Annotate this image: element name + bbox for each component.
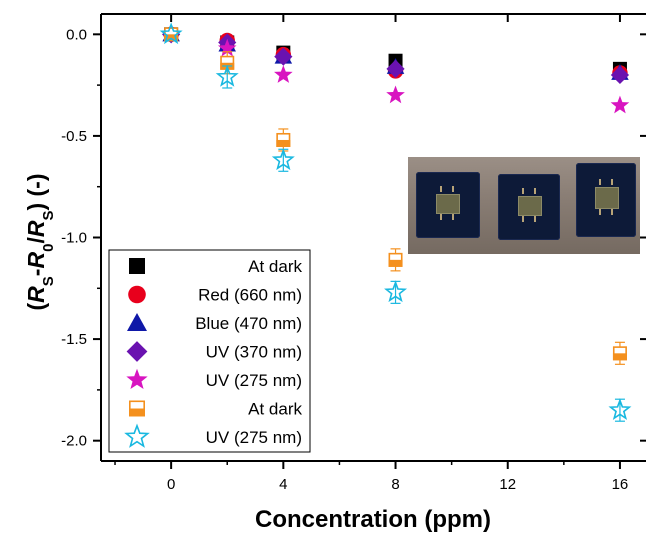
- data-point: [217, 38, 237, 57]
- legend-marker: [126, 368, 148, 390]
- data-point: [610, 65, 630, 85]
- legend-label: At dark: [248, 257, 302, 276]
- data-point: [386, 59, 405, 78]
- y-tick-label: -1.0: [61, 230, 87, 247]
- data-point: [608, 398, 632, 420]
- y-tick-label: -0.5: [61, 128, 87, 145]
- device-photo: [408, 157, 640, 254]
- data-point: [384, 280, 408, 303]
- sensor-chip: [576, 163, 636, 237]
- legend-label: Blue (470 nm): [195, 314, 302, 333]
- legend-marker: [129, 258, 145, 274]
- data-point: [610, 95, 630, 114]
- legend-label: UV (275 nm): [206, 371, 302, 390]
- legend-marker: [127, 313, 147, 331]
- legend-marker: [128, 285, 146, 304]
- x-tick-label: 16: [612, 476, 629, 493]
- data-point: [274, 47, 293, 66]
- data-point: [271, 148, 295, 171]
- x-tick-label: 12: [499, 476, 516, 493]
- legend-marker: [126, 341, 148, 362]
- x-tick-label: 8: [391, 476, 399, 493]
- legend-label: At dark: [248, 400, 302, 419]
- data-point: [215, 64, 239, 87]
- data-point: [159, 22, 183, 45]
- legend-box: [108, 249, 311, 453]
- y-tick-label: 0.0: [66, 26, 87, 43]
- data-point: [612, 346, 627, 361]
- data-points: [159, 22, 632, 422]
- axis-ticks: 0 4 8 12 16 0.0 -0.5 -1.0 -1.5 -2.0: [61, 14, 646, 493]
- legend-marker: [129, 400, 146, 417]
- legend-label: Red (660 nm): [198, 286, 302, 305]
- data-point: [388, 252, 403, 267]
- x-tick-label: 0: [167, 476, 175, 493]
- legend: At dark Red (660 nm) Blue (470 nm) UV (370 …: [108, 249, 311, 453]
- x-tick-label: 4: [279, 476, 287, 493]
- data-point: [276, 132, 291, 147]
- sensor-chip: [498, 174, 560, 240]
- sensor-chip: [416, 172, 480, 238]
- legend-marker: [124, 423, 150, 448]
- data-point: [274, 65, 293, 83]
- y-axis-label: (RS-R0/RS) (-): [23, 173, 57, 310]
- legend-label: UV (370 nm): [206, 343, 302, 362]
- legend-label: UV (275 nm): [206, 428, 302, 447]
- series-6: [159, 22, 632, 422]
- y-tick-label: -2.0: [61, 433, 87, 450]
- data-point: [386, 85, 405, 104]
- x-axis-label: Concentration (ppm): [255, 506, 491, 533]
- y-tick-label: -1.5: [61, 331, 87, 348]
